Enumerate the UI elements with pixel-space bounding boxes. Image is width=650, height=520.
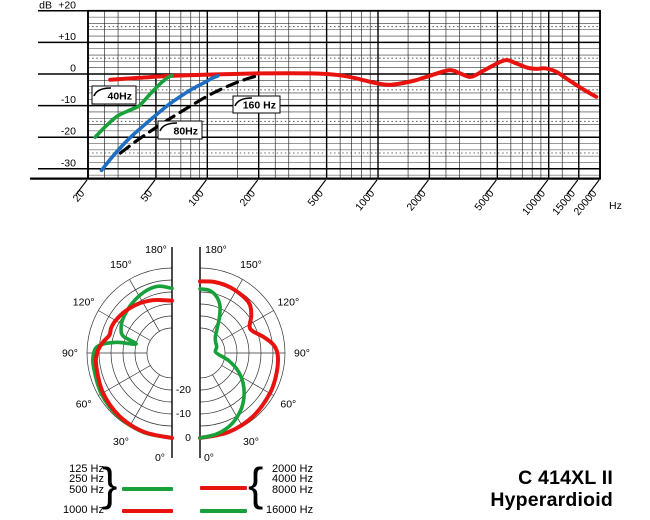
svg-text:-20: -20	[61, 126, 76, 138]
svg-text:2000: 2000	[404, 188, 428, 214]
svg-text:40Hz: 40Hz	[107, 91, 132, 103]
filter-label-160hz: 160 Hz	[232, 95, 281, 114]
svg-text:160 Hz: 160 Hz	[243, 100, 276, 112]
svg-text:-30: -30	[61, 157, 76, 169]
svg-text:0°: 0°	[204, 452, 214, 463]
svg-text:0: 0	[185, 432, 191, 444]
frequency-response-chart: +20 +10 0 -10 -20 -30 dB 20 50 100 200 500 1000 2000 5…	[30, 0, 622, 218]
curve-lowcut-40hz	[93, 73, 174, 139]
svg-text:20: 20	[71, 188, 88, 205]
curve-pattern-16000hz	[198, 287, 246, 440]
legend-label-8000hz: 8000 Hz	[272, 483, 313, 496]
svg-text:50: 50	[138, 188, 155, 205]
svg-text:100: 100	[186, 188, 207, 209]
title-model: C 414XL II	[518, 467, 613, 489]
svg-text:+20: +20	[58, 0, 76, 11]
svg-text:120°: 120°	[277, 297, 299, 309]
filter-label-40hz: 40Hz	[91, 85, 137, 105]
svg-text:+10: +10	[58, 31, 76, 43]
svg-text:150°: 150°	[240, 259, 262, 271]
legend-label-1000hz: 1000 Hz	[63, 503, 104, 516]
svg-text:5000: 5000	[472, 188, 496, 214]
svg-text:-10: -10	[176, 408, 191, 420]
legend-swatch-1000hz-red	[122, 508, 173, 513]
legend-swatch-high-red	[200, 485, 247, 490]
svg-text:60°: 60°	[280, 399, 296, 411]
legend-label-2000hz: 2000 Hz	[272, 463, 313, 475]
curve-lowcut-160hz	[118, 73, 263, 155]
svg-text:30°: 30°	[113, 436, 129, 448]
filter-label-80hz: 80Hz	[157, 120, 203, 140]
svg-text:90°: 90°	[294, 348, 310, 360]
legend-high-frequency-labels: 2000 Hz 4000 Hz 8000 Hz	[272, 463, 342, 496]
svg-text:120°: 120°	[73, 297, 95, 309]
svg-text:180°: 180°	[145, 244, 167, 256]
svg-text:180°: 180°	[205, 244, 227, 256]
curve-pattern-1000hz	[93, 297, 174, 440]
legend-label-500hz: 500 Hz	[69, 483, 104, 496]
highpass-curve-icon	[159, 122, 178, 132]
legend-label-125hz: 125 Hz	[69, 463, 104, 475]
legend-swatch-16000hz-green	[200, 508, 247, 513]
legend-label-250hz: 250 Hz	[69, 473, 104, 486]
svg-text:90°: 90°	[62, 348, 78, 360]
title-pattern: Hyperardioid	[490, 488, 613, 511]
highpass-curve-icon	[234, 97, 253, 107]
legend-brace-right: {	[248, 458, 264, 510]
svg-text:30°: 30°	[243, 436, 259, 448]
svg-text:150°: 150°	[110, 259, 132, 271]
svg-text:20000: 20000	[571, 188, 599, 218]
svg-text:1000: 1000	[353, 188, 377, 214]
svg-text:500: 500	[305, 188, 326, 209]
highpass-curve-icon	[93, 87, 112, 97]
legend-label-4000hz: 4000 Hz	[272, 473, 313, 486]
curve-lowcut-80hz	[99, 74, 220, 173]
polar-pattern-chart: 180° 150° 120° 90° 60° 30° 0° 180° 150° 120° 90° 60…	[62, 244, 310, 463]
legend-brace-left: }	[102, 458, 118, 510]
product-title: C 414XL II Hyperardioid	[490, 467, 613, 511]
legend-label-16000hz: 16000 Hz	[266, 503, 314, 516]
svg-text:200: 200	[238, 188, 259, 209]
svg-text:-10: -10	[61, 94, 76, 106]
svg-text:-20: -20	[176, 384, 191, 396]
curve-pattern-2000-8000hz	[198, 279, 280, 440]
curve-main-response	[108, 58, 599, 99]
svg-text:0: 0	[70, 63, 76, 75]
svg-text:10000: 10000	[520, 188, 548, 218]
svg-text:0°: 0°	[155, 452, 165, 463]
svg-text:Hz: Hz	[609, 200, 622, 212]
svg-text:80Hz: 80Hz	[173, 126, 198, 138]
svg-text:60°: 60°	[76, 399, 92, 411]
svg-text:dB: dB	[39, 0, 52, 11]
curve-pattern-125-500hz	[90, 284, 174, 440]
legend-low-frequency-labels: 125 Hz 250 Hz 500 Hz	[40, 463, 104, 496]
legend-swatch-low-green	[122, 486, 173, 491]
